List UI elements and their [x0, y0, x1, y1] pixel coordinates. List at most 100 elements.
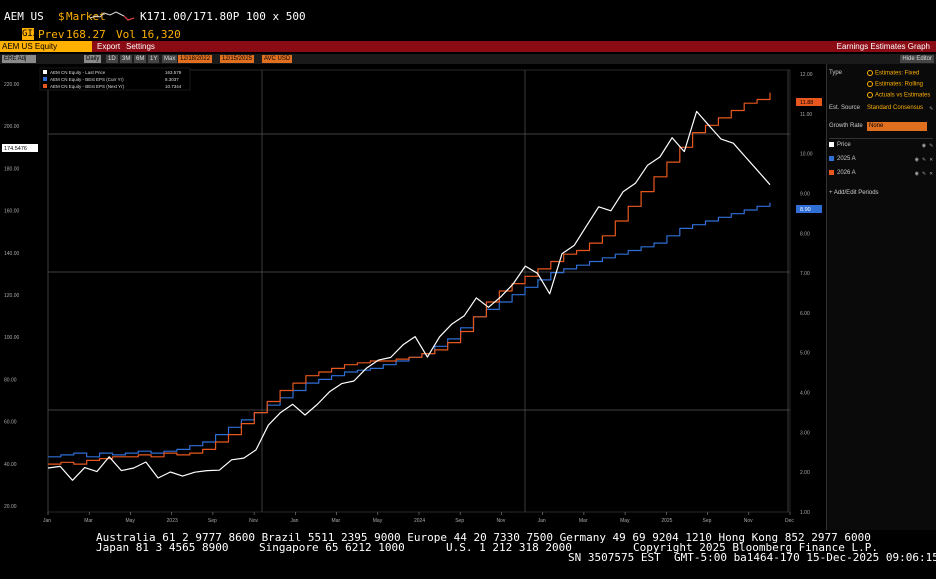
footer-contacts-1: Australia 61 2 9777 8600 Brazil 5511 239… — [96, 531, 871, 544]
type-option-rolling[interactable]: Estimates: Rolling — [867, 81, 923, 88]
right-current-orange-label: 11.88 — [800, 100, 813, 106]
right-current-blue-label: 8.90 — [800, 207, 811, 213]
period-select[interactable]: Daily — [84, 55, 102, 63]
left-tick-label: 220.00 — [4, 82, 20, 88]
right-tick-label: 5.00 — [800, 351, 810, 357]
right-current-badge-blue — [796, 205, 822, 213]
left-tick-label: 180.00 — [4, 166, 20, 172]
legend-label: AEM CN Equity - Last Price — [50, 70, 106, 75]
plot-border — [47, 69, 791, 513]
right-axis: 12.00 11.00 10.00 9.00 8.00 7.00 6.00 5.00 4.00 3… — [796, 72, 822, 516]
x-tick-label: Dec — [785, 518, 794, 524]
exchange-badge: GIX — [22, 28, 39, 40]
type-option-label: Estimates: Rolling — [875, 81, 924, 88]
left-tick-label: 100.00 — [4, 335, 20, 341]
left-tick-label: 20.00 — [4, 504, 17, 510]
legend-label: AEM CN Equity - BEst EPS (Next Yr) — [50, 84, 125, 89]
function-title: Earnings Estimates Graph — [836, 42, 930, 51]
legend-swatch — [43, 77, 47, 81]
right-tick-label: 6.00 — [800, 311, 810, 317]
hide-editor-button[interactable]: Hide Editor — [900, 55, 934, 63]
x-tick-label: Mar — [332, 518, 341, 524]
left-tick-label: 80.00 — [4, 377, 17, 383]
x-tick-label: Nov — [249, 518, 258, 524]
left-tick-label: 120.00 — [4, 293, 20, 299]
legend-value: 8.3037 — [165, 77, 179, 82]
color-swatch — [829, 170, 834, 175]
range-6m-button[interactable]: 6M — [134, 55, 147, 63]
add-periods-label: Add/Edit Periods — [833, 190, 879, 196]
left-current-badge — [2, 144, 38, 152]
radio-icon — [867, 81, 873, 87]
legend-swatch — [43, 84, 47, 88]
x-axis: Jan Mar May 2023 Sep Nov Jan Mar May 2024 Sep Nov Ja… — [43, 512, 794, 524]
add-periods-button[interactable]: + Add/Edit Periods — [829, 190, 879, 196]
type-option-fixed[interactable]: Estimates: Fixed — [867, 70, 919, 77]
x-tick-label: Mar — [84, 518, 93, 524]
range-max-button[interactable]: Max — [162, 55, 178, 63]
radio-icon — [867, 70, 873, 76]
growth-rate-select[interactable]: None — [867, 122, 927, 131]
x-tick-label: Nov — [744, 518, 753, 524]
x-tick-label: Sep — [455, 518, 464, 524]
legend-value: 163.579 — [165, 70, 182, 75]
legend-label: AEM CN Equity - BEst EPS (Curr Yr) — [50, 77, 124, 82]
quote-bar: AEM US $ Market K171.00/171.80P 100 x 50… — [0, 0, 936, 28]
left-axis: 220.00 200.00 180.00 160.00 140.00 120.00 100.… — [2, 82, 38, 510]
source-value[interactable]: Standard Consensus — [867, 105, 924, 111]
row-price[interactable]: Price — [829, 142, 851, 148]
type-option-actuals[interactable]: Actuals vs Estimates — [867, 92, 930, 99]
right-current-badge-orange — [796, 98, 822, 106]
row-2025[interactable]: 2025 A — [829, 156, 856, 162]
left-tick-label: 140.00 — [4, 251, 20, 257]
end-date-field[interactable]: 12/15/2025 — [220, 55, 255, 63]
chart-legend: AEM CN Equity - Last Price 163.579 AEM CN … — [39, 67, 191, 91]
series-line-2 — [48, 92, 771, 465]
right-tick-label: 1.00 — [800, 510, 810, 516]
eye-edit-close-icons[interactable]: ◉ ✎ ✕ — [914, 156, 933, 163]
prev-vol-row: GIX Prev 168.27 Vol 16,320 — [0, 28, 936, 41]
right-tick-label: 3.00 — [800, 430, 810, 436]
type-label: Type — [829, 70, 843, 76]
footer-contacts-2c: U.S. 1 212 318 2000 — [446, 541, 572, 554]
range-1d-button[interactable]: 1D — [106, 55, 118, 63]
currency-field[interactable]: AVC USD — [262, 55, 293, 63]
security-field[interactable]: AEM US Equity — [0, 41, 92, 52]
range-3m-button[interactable]: 3M — [120, 55, 133, 63]
row-2026[interactable]: 2026 A — [829, 170, 856, 176]
legend-swatch — [43, 70, 47, 74]
x-tick-label: 2025 — [661, 518, 672, 524]
plus-icon: + — [829, 190, 834, 196]
row-label: Price — [837, 142, 851, 149]
ticker[interactable]: AEM US — [4, 10, 44, 23]
growth-label: Growth Rate — [829, 123, 863, 129]
adjustment-select[interactable]: ERE Adj — [2, 55, 36, 63]
series-line-0 — [47, 110, 771, 481]
color-swatch — [829, 156, 834, 161]
right-tick-label: 8.00 — [800, 231, 810, 237]
prev-label: Prev — [38, 28, 65, 41]
pencil-icon[interactable]: ✎ — [929, 105, 933, 112]
settings-button[interactable]: Settings — [126, 42, 155, 51]
start-date-field[interactable]: 12/18/2022 — [178, 55, 213, 63]
editor-panel: Type Estimates: Fixed Estimates: Rolling… — [826, 64, 936, 530]
x-tick-label: Jan — [43, 518, 51, 524]
earnings-estimates-chart[interactable]: 220.00 200.00 180.00 160.00 140.00 120.00 100.… — [0, 64, 826, 530]
market-label: Market — [66, 10, 106, 23]
options-row: ERE Adj Daily 1D 3M 6M 1Y Max 12/18/2022… — [0, 54, 936, 64]
function-toolbar: AEM US Equity Export Settings Earnings E… — [0, 41, 936, 52]
legend-box — [39, 67, 191, 91]
color-swatch — [829, 142, 834, 147]
footer-contacts-2b: Singapore 65 6212 1000 — [259, 541, 405, 554]
right-tick-label: 10.00 — [800, 152, 813, 158]
export-button[interactable]: Export — [97, 42, 121, 51]
x-tick-label: Mar — [579, 518, 588, 524]
right-tick-label: 11.00 — [800, 112, 812, 118]
x-tick-label: Jan — [538, 518, 546, 524]
eye-edit-icons[interactable]: ◉ ✎ — [922, 142, 933, 149]
eye-edit-close-icons[interactable]: ◉ ✎ ✕ — [914, 170, 933, 177]
currency: $ — [58, 10, 65, 23]
x-tick-label: Sep — [208, 518, 217, 524]
right-tick-label: 4.00 — [800, 391, 810, 397]
range-1y-button[interactable]: 1Y — [148, 55, 160, 63]
